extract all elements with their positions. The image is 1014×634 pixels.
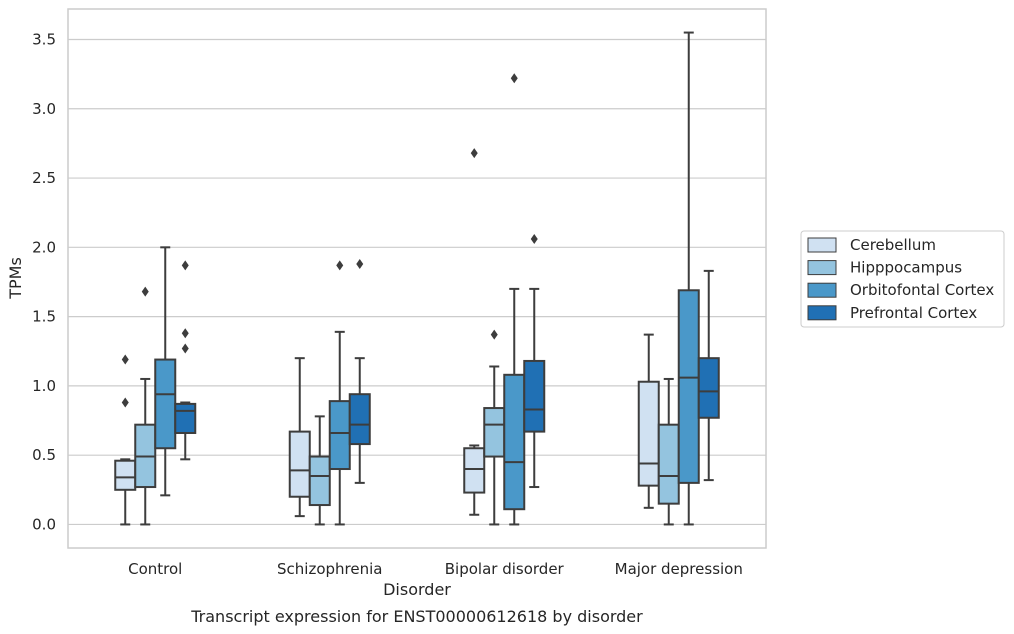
- box-body: [154, 358, 177, 450]
- x-tick-label: Major depression: [615, 560, 743, 578]
- box-hipppocampus-major-depression: [657, 377, 680, 526]
- box-orbitofontal-cortex-control: [154, 246, 177, 497]
- outlier-point: [181, 328, 189, 339]
- box-hipppocampus-bipolar-disorder: [483, 329, 506, 526]
- x-tick-label: Schizophrenia: [277, 560, 382, 578]
- box-prefrontal-cortex-control: [174, 260, 197, 461]
- y-tick-labels: 0.0 0.5 1.0 1.5 2.0 2.5 3.0 3.5: [32, 30, 56, 533]
- box-body: [483, 407, 506, 458]
- box-orbitofontal-cortex-schizophrenia: [328, 260, 351, 526]
- legend-swatch: [807, 260, 837, 276]
- legend-label: Prefrontal Cortex: [850, 304, 977, 322]
- legend: Cerebellum Hipppocampus Orbitofontal Corte…: [800, 230, 1005, 328]
- box-body: [174, 402, 197, 434]
- y-tick-label: 3.5: [32, 30, 56, 48]
- box-cerebellum-bipolar-disorder: [463, 148, 486, 516]
- box-cerebellum-control: [114, 354, 137, 526]
- box-body: [348, 393, 371, 446]
- legend-swatch: [807, 282, 837, 298]
- x-tick-label: Bipolar disorder: [445, 560, 565, 578]
- box-body: [463, 447, 486, 494]
- box-orbitofontal-cortex-bipolar-disorder: [503, 73, 526, 526]
- y-tick-label: 0.5: [32, 446, 56, 464]
- y-tick-label: 2.0: [32, 238, 56, 256]
- x-tick-label: Control: [128, 560, 182, 578]
- legend-swatch: [807, 305, 837, 321]
- y-tick-label: 3.0: [32, 100, 56, 118]
- y-axis-label: TPMs: [6, 257, 25, 300]
- box-body: [328, 400, 351, 471]
- box-body: [697, 357, 720, 419]
- box-body: [308, 455, 331, 507]
- x-tick-labels: Control Schizophrenia Bipolar disorder Majo…: [128, 560, 743, 578]
- outlier-point: [356, 258, 364, 269]
- box-body: [503, 373, 526, 511]
- outlier-point: [121, 354, 129, 365]
- legend-label: Orbitofontal Cortex: [850, 281, 994, 299]
- box-body: [657, 423, 680, 505]
- box-body: [677, 289, 700, 484]
- x-axis-label: Disorder: [383, 580, 451, 599]
- plot-frame: [67, 8, 767, 549]
- box-plots: [114, 31, 720, 526]
- chart-caption: Transcript expression for ENST0000061261…: [190, 607, 643, 626]
- box-body: [288, 430, 311, 498]
- outlier-point: [141, 286, 149, 297]
- outlier-point: [181, 260, 189, 271]
- outlier-point: [181, 343, 189, 354]
- box-cerebellum-schizophrenia: [288, 357, 311, 518]
- outlier-point: [530, 234, 538, 245]
- box-cerebellum-major-depression: [637, 333, 660, 509]
- y-tick-label: 2.5: [32, 169, 56, 187]
- y-tick-label: 1.0: [32, 377, 56, 395]
- box-body: [637, 380, 660, 487]
- y-tick-label: 0.0: [32, 515, 56, 533]
- legend-label: Hipppocampus: [850, 259, 962, 277]
- box-prefrontal-cortex-schizophrenia: [348, 258, 371, 484]
- legend-frame: [800, 230, 1005, 328]
- box-body: [523, 359, 546, 433]
- box-hipppocampus-schizophrenia: [308, 415, 331, 526]
- outlier-point: [490, 329, 498, 340]
- legend-swatch: [807, 237, 837, 253]
- box-hipppocampus-control: [134, 286, 157, 526]
- y-tick-label: 1.5: [32, 308, 56, 326]
- outlier-point: [470, 148, 478, 159]
- box-prefrontal-cortex-major-depression: [697, 269, 720, 482]
- legend-label: Cerebellum: [850, 236, 936, 254]
- outlier-point: [510, 73, 518, 84]
- outlier-point: [336, 260, 344, 271]
- outlier-point: [121, 397, 129, 408]
- box-body: [114, 459, 137, 491]
- box-orbitofontal-cortex-major-depression: [677, 31, 700, 526]
- box-prefrontal-cortex-bipolar-disorder: [523, 234, 546, 489]
